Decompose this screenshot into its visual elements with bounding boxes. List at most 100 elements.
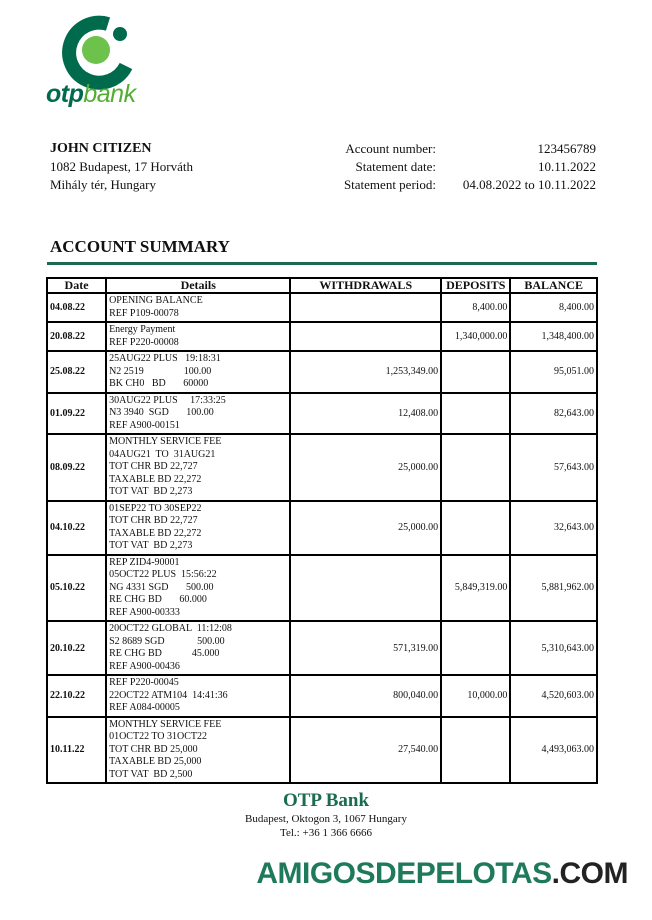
row-withdrawal: [289, 321, 443, 352]
row-date: 08.09.22: [45, 433, 108, 502]
column-header-details: Details: [105, 277, 292, 294]
row-details: Energy Payment REF P220-00008: [105, 321, 292, 352]
table-row: 20.08.22 Energy Payment REF P220-00008 1,34…: [45, 321, 598, 352]
row-withdrawal: 25,000.00: [289, 433, 443, 502]
row-deposit: [440, 391, 512, 435]
detail-line: REF P220-00008: [109, 336, 179, 348]
detail-line: REF A084-00005: [109, 702, 180, 713]
account-number-label: Account number:: [345, 141, 436, 156]
detail-line: N2 2519 100.00: [109, 365, 212, 377]
customer-address-line2: Mihály tér, Hungary: [50, 177, 156, 192]
detail-line: NG 4331 SGD 500.00: [109, 581, 214, 593]
detail-line: 01OCT22 TO 31OCT22: [109, 731, 208, 742]
column-header-deposits: DEPOSITS: [440, 277, 512, 294]
row-withdrawal: 12,408.00: [289, 391, 443, 435]
row-date: 10.11.22: [45, 715, 108, 784]
account-info: Account number: 123456789 Statement date:…: [300, 140, 596, 194]
footer-phone: Tel.: +36 1 366 6666: [280, 827, 372, 839]
row-withdrawal: 25,000.00: [289, 499, 443, 556]
row-deposit: 1,340,000.00: [440, 321, 512, 352]
detail-line: RE CHG BD 60.000: [109, 594, 207, 605]
table-row: 25.08.22 25AUG22 PLUS 19:18:31 N2 2519 100…: [45, 350, 598, 394]
detail-line: REP ZID4-90001: [109, 556, 180, 568]
row-details: MONTHLY SERVICE FEE 04AUG21 TO 31AUG21 TOT…: [105, 433, 292, 502]
detail-line: 04AUG21 TO 31AUG21: [109, 448, 216, 460]
row-deposit: 8,400.00: [440, 292, 512, 323]
table-row: 22.10.22 REF P220-00045 22OCT22 ATM104 14:…: [45, 674, 598, 718]
row-details: REP ZID4-90001 05OCT22 PLUS 15:56:22 NG 43…: [105, 553, 292, 622]
row-date: 04.10.22: [45, 499, 108, 556]
row-details: REF P220-00045 22OCT22 ATM104 14:41:36 REF…: [105, 674, 292, 718]
row-withdrawal: 800,040.00: [289, 674, 443, 718]
detail-line: REF A900-00333: [109, 606, 180, 618]
detail-line: TAXABLE BD 22,272: [109, 527, 202, 539]
detail-line: 05OCT22 PLUS 15:56:22: [109, 569, 217, 580]
detail-line: TAXABLE BD 25,000: [109, 756, 202, 767]
row-balance: 8,400.00: [509, 292, 598, 323]
row-details: 20OCT22 GLOBAL 11:12:08 S2 8689 SGD 500.0…: [105, 620, 292, 676]
detail-line: RE CHG BD 45.000: [109, 648, 220, 659]
row-deposit: [440, 433, 512, 502]
customer-block: JOHN CITIZEN 1082 Budapest, 17 Horváth M…: [50, 140, 193, 194]
statement-period-label: Statement period:: [343, 177, 436, 192]
footer-address: Budapest, Oktogon 3, 1067 Hungary: [245, 813, 407, 825]
customer-address-line1: 1082 Budapest, 17 Horváth: [50, 159, 193, 174]
column-header-date: Date: [45, 277, 108, 294]
footer: OTP Bank Budapest, Oktogon 3, 1067 Hunga…: [0, 790, 652, 840]
row-date: 04.08.22: [45, 292, 108, 323]
detail-line: TOT CHR BD 22,727: [109, 515, 198, 526]
column-header-withdrawals: WITHDRAWALS: [289, 277, 443, 294]
row-withdrawal: 27,540.00: [289, 715, 443, 784]
table-row: 10.11.22 MONTHLY SERVICE FEE 01OCT22 TO 31…: [45, 715, 598, 784]
row-date: 20.10.22: [45, 620, 108, 676]
table-row: 20.10.22 20OCT22 GLOBAL 11:12:08 S2 8689 S…: [45, 620, 598, 676]
detail-line: MONTHLY SERVICE FEE: [109, 436, 222, 447]
row-balance: 4,520,603.00: [509, 674, 598, 718]
row-deposit: [440, 350, 512, 394]
detail-line: TAXABLE BD 22,272: [109, 473, 202, 485]
table-row: 04.10.22 01SEP22 TO 30SEP22 TOT CHR BD 22,…: [45, 499, 598, 556]
row-balance: 95,051.00: [509, 350, 598, 394]
table-row: 04.08.22 OPENING BALANCE REF P109-00078 8,4…: [45, 292, 598, 323]
row-balance: 5,881,962.00: [509, 553, 598, 622]
detail-line: 30AUG22 PLUS 17:33:25: [109, 394, 226, 406]
detail-line: REF P109-00078: [109, 307, 179, 319]
section-title: ACCOUNT SUMMARY: [50, 237, 230, 256]
otp-bank-logo: [62, 15, 133, 90]
row-date: 01.09.22: [45, 391, 108, 435]
detail-line: Energy Payment: [109, 324, 176, 335]
row-withdrawal: 571,319.00: [289, 620, 443, 676]
detail-line: TOT VAT BD 2,273: [109, 540, 193, 551]
row-date: 20.08.22: [45, 321, 108, 352]
detail-line: BK CH0 BD 60000: [109, 378, 209, 389]
row-balance: 1,348,400.00: [509, 321, 598, 352]
table-row: 05.10.22 REP ZID4-90001 05OCT22 PLUS 15:56…: [45, 553, 598, 622]
footer-bank-name: OTP Bank: [282, 790, 370, 811]
watermark: AMIGOSDEPELOTAS.COM: [256, 857, 628, 890]
row-details: 25AUG22 PLUS 19:18:31 N2 2519 100.00 BK CH…: [105, 350, 292, 394]
row-details: MONTHLY SERVICE FEE 01OCT22 TO 31OCT22 TOT…: [105, 715, 292, 784]
row-date: 05.10.22: [45, 553, 108, 622]
row-deposit: 5,849,319.00: [440, 553, 512, 622]
row-details: 30AUG22 PLUS 17:33:25 N3 3940 SGD 100.00 R…: [105, 391, 292, 435]
detail-line: TOT VAT BD 2,500: [109, 768, 193, 780]
column-header-balance: BALANCE: [509, 277, 598, 294]
row-balance: 4,493,063.00: [509, 715, 598, 784]
statement-date-label: Statement date:: [355, 159, 436, 174]
detail-line: 20OCT22 GLOBAL 11:12:08: [109, 623, 232, 634]
statement-period: 04.08.2022 to 10.11.2022: [462, 177, 596, 192]
detail-line: TOT CHR BD 22,727: [109, 461, 198, 472]
row-withdrawal: [289, 553, 443, 622]
row-deposit: 10,000.00: [440, 674, 512, 718]
row-date: 25.08.22: [45, 350, 108, 394]
row-balance: 32,643.00: [509, 499, 598, 556]
row-withdrawal: 1,253,349.00: [289, 350, 443, 394]
row-details: OPENING BALANCE REF P109-00078: [105, 292, 292, 323]
detail-line: REF P220-00045: [109, 677, 179, 688]
detail-line: 25AUG22 PLUS 19:18:31: [109, 353, 221, 364]
row-balance: 57,643.00: [509, 433, 598, 502]
divider: [47, 262, 597, 265]
detail-line: S2 8689 SGD 500.00: [109, 635, 225, 647]
row-details: 01SEP22 TO 30SEP22 TOT CHR BD 22,727 TAXAB…: [105, 499, 292, 556]
customer-name: JOHN CITIZEN: [50, 141, 152, 156]
